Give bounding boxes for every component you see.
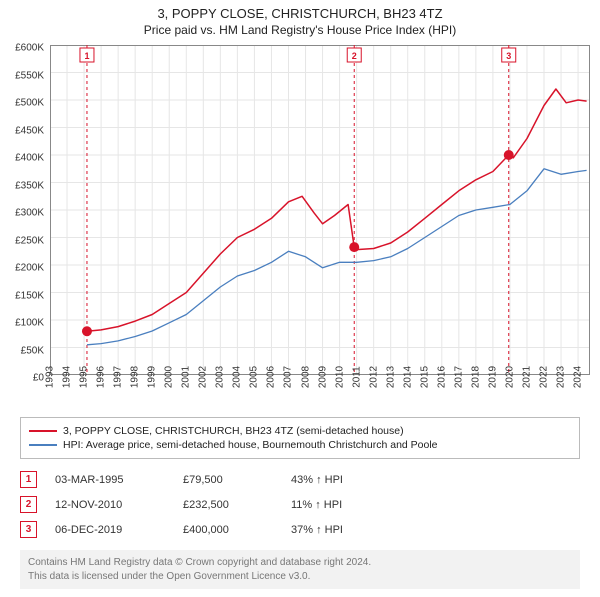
legend-item: 3, POPPY CLOSE, CHRISTCHURCH, BH23 4TZ (… [29,424,571,438]
y-tick-label: £550K [15,70,44,81]
x-tick-label: 2008 [300,366,311,388]
svg-text:1: 1 [84,51,89,61]
tx-date: 06-DEC-2019 [55,524,165,536]
x-tick-label: 2013 [385,366,396,388]
x-tick-label: 2003 [215,366,226,388]
x-axis: 1993199419951996199719981999200020012002… [50,375,590,411]
x-tick-label: 2006 [266,366,277,388]
tx-badge: 1 [20,471,37,488]
y-tick-label: £250K [15,235,44,246]
x-tick-label: 1995 [79,366,90,388]
x-tick-label: 2005 [249,366,260,388]
attribution-line: This data is licensed under the Open Gov… [28,570,572,584]
x-tick-label: 2014 [402,366,413,388]
x-tick-label: 2022 [539,366,550,388]
x-tick-label: 2012 [368,366,379,388]
tx-price: £232,500 [183,499,273,511]
x-tick-label: 2019 [487,366,498,388]
x-tick-label: 2001 [181,366,192,388]
x-tick-label: 2011 [351,366,362,388]
chart-titles: 3, POPPY CLOSE, CHRISTCHURCH, BH23 4TZ P… [0,0,600,37]
x-tick-label: 1996 [96,366,107,388]
tx-diff: 43% ↑ HPI [291,474,381,486]
chart-subtitle: Price paid vs. HM Land Registry's House … [0,23,600,37]
y-tick-label: £100K [15,318,44,329]
x-tick-label: 2024 [573,366,584,388]
y-tick-label: £500K [15,98,44,109]
x-tick-label: 1994 [62,366,73,388]
x-tick-label: 2015 [419,366,430,388]
legend-swatch [29,430,57,432]
y-tick-label: £450K [15,125,44,136]
chart-container: 3, POPPY CLOSE, CHRISTCHURCH, BH23 4TZ P… [0,0,600,589]
tx-date: 12-NOV-2010 [55,499,165,511]
x-tick-label: 2000 [164,366,175,388]
x-tick-label: 1998 [130,366,141,388]
x-tick-label: 2018 [470,366,481,388]
transactions: 1 03-MAR-1995 £79,500 43% ↑ HPI 2 12-NOV… [20,467,580,542]
y-tick-label: £200K [15,263,44,274]
legend: 3, POPPY CLOSE, CHRISTCHURCH, BH23 4TZ (… [20,417,580,459]
x-tick-label: 2004 [232,366,243,388]
chart-title: 3, POPPY CLOSE, CHRISTCHURCH, BH23 4TZ [0,6,600,21]
y-tick-label: £50K [21,345,44,356]
tx-price: £400,000 [183,524,273,536]
legend-swatch [29,444,57,446]
tx-badge: 3 [20,521,37,538]
x-tick-label: 2017 [453,366,464,388]
tx-price: £79,500 [183,474,273,486]
transaction-row: 1 03-MAR-1995 £79,500 43% ↑ HPI [20,467,580,492]
y-tick-label: £150K [15,290,44,301]
tx-date: 03-MAR-1995 [55,474,165,486]
x-tick-label: 2021 [521,366,532,388]
x-tick-label: 2016 [436,366,447,388]
x-tick-label: 2020 [504,366,515,388]
x-tick-label: 2002 [198,366,209,388]
plot-svg: 1 2 3 [50,45,590,375]
y-tick-label: £400K [15,153,44,164]
y-tick-label: £300K [15,208,44,219]
transaction-row: 3 06-DEC-2019 £400,000 37% ↑ HPI [20,517,580,542]
x-tick-label: 1997 [113,366,124,388]
x-tick-label: 2023 [556,366,567,388]
tx-diff: 11% ↑ HPI [291,499,381,511]
x-tick-label: 1993 [45,366,56,388]
transaction-row: 2 12-NOV-2010 £232,500 11% ↑ HPI [20,492,580,517]
tx-badge: 2 [20,496,37,513]
svg-text:2: 2 [352,51,357,61]
x-tick-label: 2010 [334,366,345,388]
x-tick-label: 2007 [283,366,294,388]
y-tick-label: £0 [33,373,44,384]
y-tick-label: £600K [15,43,44,54]
legend-item: HPI: Average price, semi-detached house,… [29,438,571,452]
x-tick-label: 1999 [147,366,158,388]
plot-area: 1 2 3 [50,45,590,375]
attribution-line: Contains HM Land Registry data © Crown c… [28,556,572,570]
legend-label: HPI: Average price, semi-detached house,… [63,439,438,451]
y-axis: £0£50K£100K£150K£200K£250K£300K£350K£400… [0,48,48,378]
legend-label: 3, POPPY CLOSE, CHRISTCHURCH, BH23 4TZ (… [63,425,404,437]
y-tick-label: £350K [15,180,44,191]
svg-text:3: 3 [506,51,511,61]
attribution: Contains HM Land Registry data © Crown c… [20,550,580,589]
x-tick-label: 2009 [317,366,328,388]
tx-diff: 37% ↑ HPI [291,524,381,536]
